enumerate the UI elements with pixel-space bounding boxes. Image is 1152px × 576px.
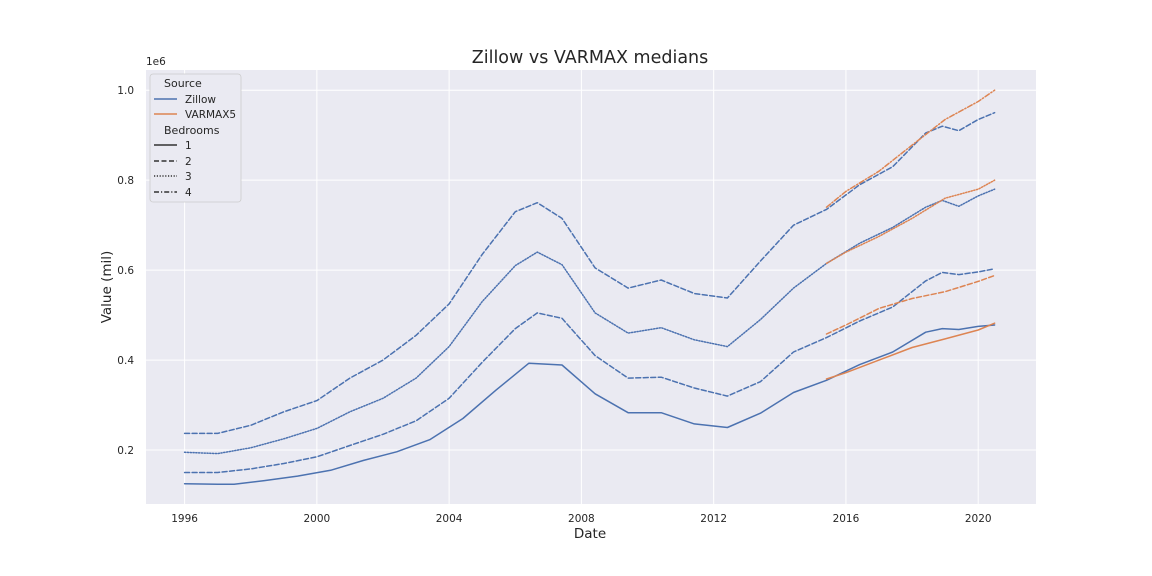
series-line-varmax5-2br <box>825 274 996 335</box>
series-lines <box>183 89 996 485</box>
x-axis-label: Date <box>574 526 606 542</box>
legend-zillow-label: Zillow <box>185 94 216 106</box>
x-tick-label: 2008 <box>568 513 595 525</box>
legend-bedrooms-title: Bedrooms <box>164 124 220 137</box>
series-line-zillow-4br <box>183 111 996 435</box>
x-tick-label: 2000 <box>303 513 330 525</box>
plot-background <box>146 70 1036 504</box>
series-line-varmax5-3br <box>825 179 996 265</box>
grid-lines <box>146 70 1036 504</box>
legend-bedroom-4-label: 4 <box>185 187 192 199</box>
series-line-varmax5-4br <box>825 89 996 208</box>
x-tick-label: 2016 <box>833 513 860 525</box>
y-tick-label: 0.8 <box>117 175 134 187</box>
series-line-zillow-2br <box>183 268 996 474</box>
series-line-zillow-3br <box>183 188 996 455</box>
x-tick-label: 2020 <box>965 513 992 525</box>
x-tick-label: 2012 <box>700 513 727 525</box>
legend-bedroom-1-label: 1 <box>185 140 192 152</box>
legend-bedroom-3-label: 3 <box>185 171 192 183</box>
legend-bedroom-2-label: 2 <box>185 156 192 168</box>
chart-title: Zillow vs VARMAX medians <box>472 48 709 68</box>
series-line-zillow-1br <box>183 324 996 485</box>
y-tick-labels: 0.2 0.4 0.6 0.8 1.0 <box>117 85 134 457</box>
y-axis-label: Value (mil) <box>99 251 115 324</box>
x-tick-label: 1996 <box>171 513 198 525</box>
x-tick-label: 2004 <box>436 513 463 525</box>
y-tick-label: 0.6 <box>117 265 134 277</box>
y-tick-label: 1.0 <box>117 85 134 97</box>
y-tick-label: 0.2 <box>117 445 134 457</box>
legend-box <box>149 73 242 203</box>
legend: Source Zillow VARMAX5 Bedrooms 1 2 3 4 <box>149 73 242 203</box>
y-offset-label: 1e6 <box>146 56 166 68</box>
series-line-varmax5-1br <box>825 322 996 380</box>
y-tick-label: 0.4 <box>117 355 134 367</box>
legend-varmax-label: VARMAX5 <box>185 109 236 121</box>
legend-source-title: Source <box>164 77 202 90</box>
x-tick-labels: 1996 2000 2004 2008 2012 2016 2020 <box>171 513 991 525</box>
